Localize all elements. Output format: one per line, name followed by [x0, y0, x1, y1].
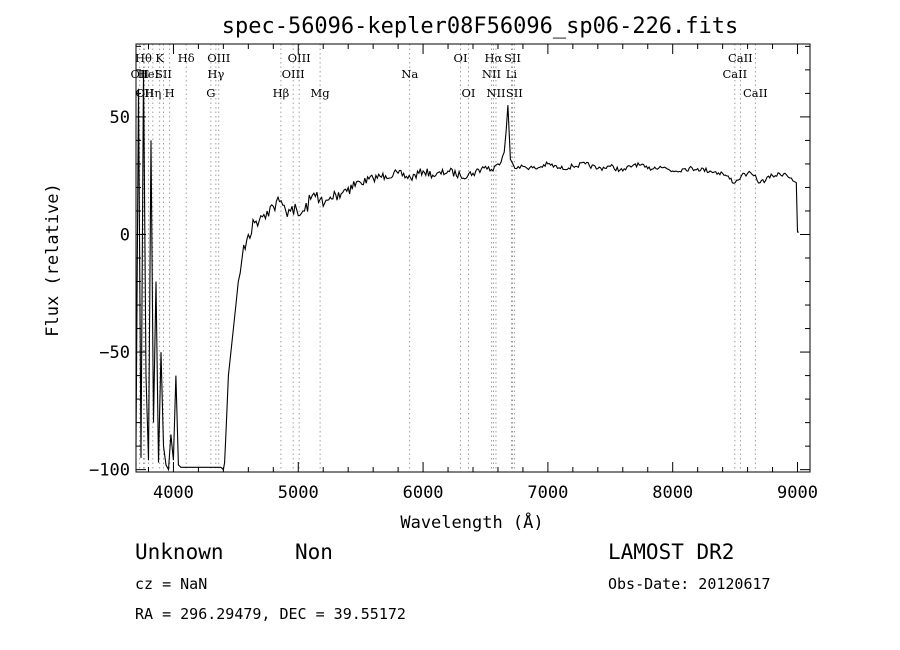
line-label: Hθ — [135, 51, 152, 65]
x-tick-label: 9000 — [777, 483, 818, 503]
line-label: Na — [401, 67, 418, 81]
chart-title: spec-56096-kepler08F56096_sp06-226.fits — [222, 14, 739, 39]
ra-dec: RA = 296.29479, DEC = 39.55172 — [135, 605, 406, 623]
line-markers — [139, 44, 756, 472]
obs-date: Obs-Date: 20120617 — [608, 575, 771, 593]
y-axis-label: Flux (relative) — [43, 183, 63, 337]
y-tick-label: −100 — [89, 461, 130, 481]
x-tick-label: 6000 — [403, 483, 444, 503]
line-label: OIII — [282, 67, 305, 81]
y-axis-ticks: −100 −50 0 50 — [89, 45, 810, 481]
x-tick-label: 5000 — [278, 483, 319, 503]
line-label: Hδ — [178, 51, 195, 65]
line-label: CaII — [722, 67, 747, 81]
line-label: Li — [506, 67, 518, 81]
spectrum-line — [135, 69, 799, 472]
line-label: CaII — [743, 86, 768, 100]
line-label: K — [155, 51, 164, 65]
line-label: Hγ — [207, 67, 224, 81]
line-label: Mg — [311, 86, 331, 100]
line-label: SII — [504, 51, 521, 65]
line-label: SII — [155, 67, 172, 81]
x-axis-ticks: 4000 5000 6000 7000 8000 9000 — [147, 44, 818, 503]
line-label: OIII — [288, 51, 311, 65]
line-label: OIII — [207, 51, 230, 65]
x-tick-label: 4000 — [153, 483, 194, 503]
y-tick-label: −50 — [99, 343, 130, 363]
line-label: H — [165, 86, 175, 100]
line-label: Hβ — [273, 86, 290, 100]
line-label: NII — [482, 67, 501, 81]
line-label: CaII — [728, 51, 753, 65]
line-label: OII — [130, 67, 149, 81]
plot-frame — [135, 43, 811, 473]
x-axis-label: Wavelength (Å) — [400, 511, 543, 533]
line-label: Hη — [144, 86, 161, 100]
line-label: SII — [506, 86, 523, 100]
subclass-label: Non — [295, 540, 333, 564]
line-labels: OIIHθOIIHeIHηKSIIHHδGHγOIIIHβOIIIOIIIMgN… — [130, 51, 767, 100]
x-tick-label: 8000 — [652, 483, 693, 503]
line-label: NII — [486, 86, 505, 100]
class-label: Unknown — [135, 540, 224, 564]
cz-value: cz = NaN — [135, 575, 208, 593]
line-label: Hα — [484, 51, 502, 65]
line-label: OII — [135, 86, 154, 100]
line-label: OI — [462, 86, 476, 100]
x-tick-label: 7000 — [527, 483, 568, 503]
y-tick-label: 0 — [120, 225, 130, 245]
survey-label: LAMOST DR2 — [608, 540, 735, 564]
line-label: OI — [454, 51, 468, 65]
y-tick-label: 50 — [110, 108, 130, 128]
line-label: G — [206, 86, 215, 100]
